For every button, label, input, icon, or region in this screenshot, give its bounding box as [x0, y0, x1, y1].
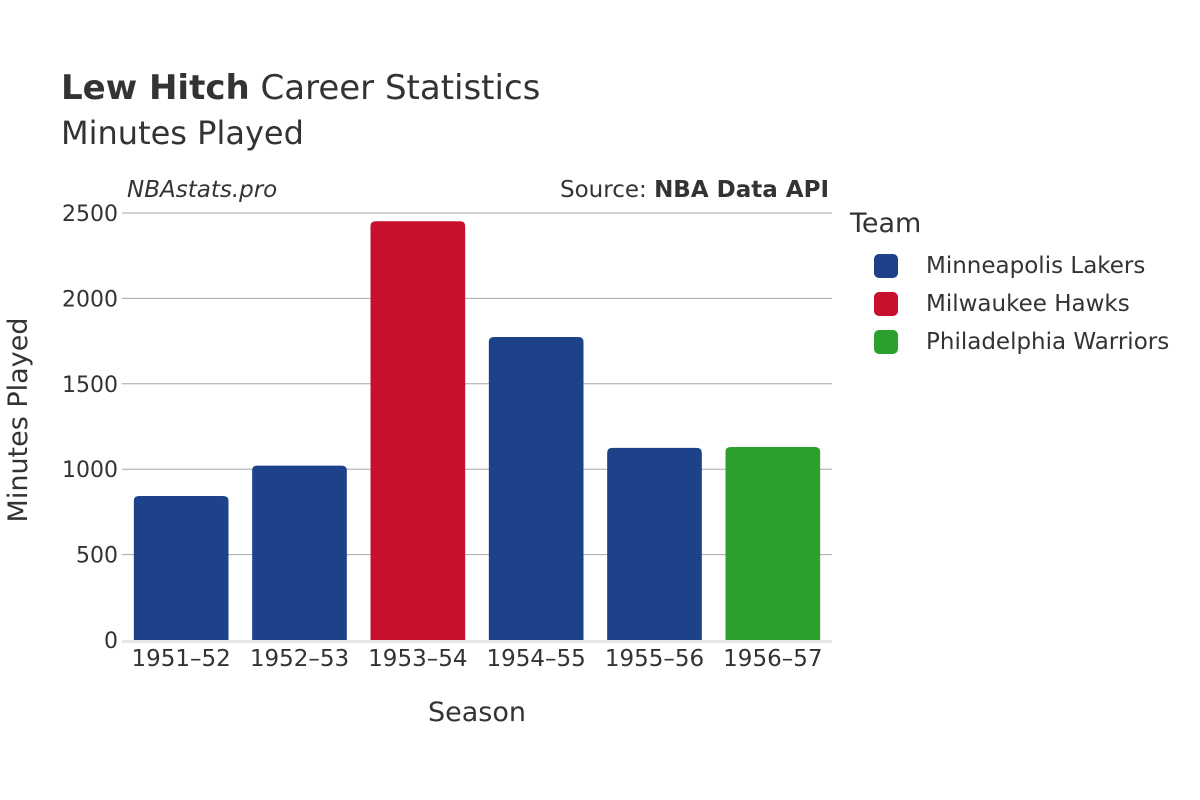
legend-items: Minneapolis Lakers Milwaukee Hawks Philade…	[850, 247, 1169, 361]
x-tick-label: 1955–56	[605, 646, 704, 672]
bar	[725, 446, 821, 640]
legend-swatch	[874, 254, 898, 278]
bar	[133, 496, 229, 640]
legend-item[interactable]: Milwaukee Hawks	[874, 285, 1169, 323]
y-tick-label: 2500	[62, 202, 118, 227]
chart-subtitle: Minutes Played	[61, 114, 304, 152]
bar	[488, 337, 584, 640]
legend-label: Milwaukee Hawks	[926, 291, 1130, 317]
title-suffix: Career Statistics	[249, 68, 541, 108]
x-axis-baseline	[122, 640, 832, 643]
legend-label: Minneapolis Lakers	[926, 253, 1146, 279]
player-name: Lew Hitch	[61, 68, 250, 108]
watermark: NBAstats.pro	[127, 177, 278, 203]
x-tick-label: 1954–55	[487, 646, 586, 672]
x-tick-label: 1953–54	[368, 646, 467, 672]
legend-label: Philadelphia Warriors	[926, 329, 1170, 355]
y-tick-label: 1500	[62, 373, 118, 398]
y-tick-label: 500	[76, 544, 118, 569]
bar	[252, 465, 347, 640]
legend-swatch	[874, 330, 898, 354]
legend-item[interactable]: Minneapolis Lakers	[874, 247, 1169, 285]
x-tick-label: 1952–53	[250, 646, 349, 672]
x-tick-label: 1956–57	[723, 646, 822, 672]
source-prefix: Source:	[560, 177, 655, 203]
legend-swatch	[874, 292, 898, 316]
source-name: NBA Data API	[654, 177, 829, 203]
legend: Team Minneapolis Lakers Milwaukee Hawks Ph…	[850, 208, 1169, 361]
legend-item[interactable]: Philadelphia Warriors	[874, 323, 1169, 361]
y-axis-title: Minutes Played	[3, 318, 34, 523]
bar	[370, 221, 466, 640]
y-tick-label: 0	[104, 629, 118, 654]
x-tick-label: 1951–52	[132, 646, 231, 672]
y-tick-label: 1000	[62, 458, 118, 483]
y-tick-label: 2000	[62, 287, 118, 312]
bar	[607, 447, 702, 640]
legend-title: Team	[850, 208, 922, 239]
source-credit: Source: NBA Data API	[560, 177, 829, 203]
chart-title: Lew Hitch Career Statistics	[61, 68, 540, 108]
x-axis-title: Season	[428, 697, 526, 728]
